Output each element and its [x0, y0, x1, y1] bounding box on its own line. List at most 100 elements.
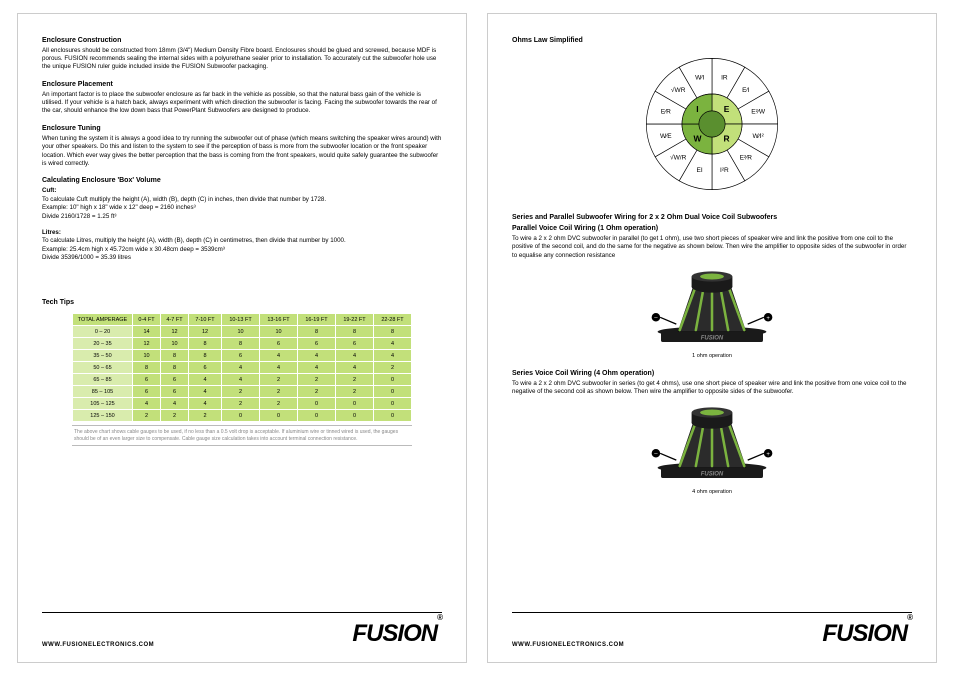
ohms-wheel: IRE⁄IE²⁄WW⁄I²E²⁄RI²REI√W/RW⁄EE⁄R√WRW⁄IER… [637, 49, 787, 199]
table-cell: 10 [260, 326, 298, 338]
table-header: 16-19 FT [298, 314, 336, 326]
table-cell: 4 [335, 362, 373, 374]
svg-text:E²⁄R: E²⁄R [740, 154, 753, 161]
table-header: 22-28 FT [373, 314, 411, 326]
table-cell: 6 [298, 338, 336, 350]
table-row: 20 – 351210886664 [73, 338, 412, 350]
caption-series: 4 ohm operation [512, 489, 912, 495]
svg-text:I: I [696, 104, 698, 114]
table-row: 0 – 201412121010888 [73, 326, 412, 338]
svg-text:+: + [766, 316, 770, 322]
section-body: All enclosures should be constructed fro… [42, 47, 442, 72]
table-cell: 10 [133, 350, 161, 362]
cuft-block: Cuft: To calculate Cuft multiply the hei… [42, 187, 442, 220]
table-cell: 8 [335, 326, 373, 338]
sections: Enclosure Construction All enclosures sho… [42, 36, 442, 169]
table-cell: 0 [298, 410, 336, 422]
subwoofer-parallel: –+FUSION [512, 268, 912, 349]
table-cell: 6 [260, 338, 298, 350]
calc-title: Calculating Enclosure 'Box' Volume [42, 176, 442, 185]
table-cell: 0 [373, 386, 411, 398]
footer-url: WWW.FUSIONELECTRONICS.COM [42, 642, 154, 648]
table-cell: 4 [298, 362, 336, 374]
svg-text:E⁄R: E⁄R [661, 108, 671, 115]
table-cell: 6 [133, 386, 161, 398]
svg-text:W⁄I²: W⁄I² [753, 133, 765, 140]
table-header: 19-22 FT [335, 314, 373, 326]
table-cell: 4 [133, 398, 161, 410]
table-cell: 4 [189, 386, 222, 398]
table-cell: 8 [133, 362, 161, 374]
table-cell: 12 [161, 326, 189, 338]
table-cell: 125 – 150 [73, 410, 133, 422]
table-cell: 2 [335, 374, 373, 386]
table-cell: 8 [189, 350, 222, 362]
table-cell: 0 [298, 398, 336, 410]
table-cell: 12 [133, 338, 161, 350]
table-cell: 2 [189, 410, 222, 422]
table-cell: 4 [189, 374, 222, 386]
table-cell: 20 – 35 [73, 338, 133, 350]
table-cell: 10 [222, 326, 260, 338]
table-cell: 105 – 125 [73, 398, 133, 410]
table-row: 35 – 50108864444 [73, 350, 412, 362]
table-cell: 0 [260, 410, 298, 422]
table-cell: 2 [335, 386, 373, 398]
table-cell: 8 [161, 350, 189, 362]
page-spread: Enclosure Construction All enclosures sho… [17, 13, 937, 663]
table-cell: 4 [373, 338, 411, 350]
svg-text:R: R [724, 133, 730, 143]
ohms-title: Ohms Law Simplified [512, 36, 912, 45]
table-cell: 8 [373, 326, 411, 338]
cuft-body: To calculate Cuft multiply the height (A… [42, 196, 326, 220]
table-cell: 8 [222, 338, 260, 350]
table-row: 105 – 12544422000 [73, 398, 412, 410]
table-cell: 2 [260, 374, 298, 386]
litres-label: Litres: [42, 229, 442, 237]
table-cell: 0 [335, 398, 373, 410]
table-note: The above chart shows cable gauges to be… [72, 425, 412, 446]
table-cell: 4 [260, 350, 298, 362]
svg-text:E: E [724, 104, 730, 114]
table-cell: 4 [161, 398, 189, 410]
table-cell: 4 [260, 362, 298, 374]
table-cell: 2 [260, 398, 298, 410]
caption-parallel: 1 ohm operation [512, 353, 912, 359]
table-cell: 6 [133, 374, 161, 386]
table-cell: 6 [161, 374, 189, 386]
table-cell: 35 – 50 [73, 350, 133, 362]
page-right: Ohms Law Simplified IRE⁄IE²⁄WW⁄I²E²⁄RI²R… [487, 13, 937, 663]
table-cell: 6 [161, 386, 189, 398]
table-cell: 2 [161, 410, 189, 422]
footer-left: WWW.FUSIONELECTRONICS.COM FUSION® [42, 612, 442, 648]
litres-block: Litres: To calculate Litres, multiply th… [42, 229, 442, 262]
table-cell: 6 [222, 350, 260, 362]
table-row: 65 – 8566442220 [73, 374, 412, 386]
table-cell: 12 [189, 326, 222, 338]
series-title: Series Voice Coil Wiring (4 Ohm operatio… [512, 369, 912, 378]
table-cell: 0 – 20 [73, 326, 133, 338]
table-cell: 6 [335, 338, 373, 350]
section-title: Enclosure Construction [42, 36, 442, 45]
parallel-body: To wire a 2 x 2 ohm DVC subwoofer in par… [512, 235, 912, 260]
table-cell: 2 [298, 386, 336, 398]
table-cell: 0 [222, 410, 260, 422]
table-row: 125 – 15022200000 [73, 410, 412, 422]
page-left: Enclosure Construction All enclosures sho… [17, 13, 467, 663]
table-header: 0-4 FT [133, 314, 161, 326]
wire-gauge-table: TOTAL AMPERAGE0-4 FT4-7 FT7-10 FT10-13 F… [72, 313, 412, 422]
table-row: 85 – 10566422220 [73, 386, 412, 398]
table-cell: 6 [189, 362, 222, 374]
svg-text:FUSION: FUSION [701, 335, 724, 341]
svg-text:I²R: I²R [720, 167, 729, 174]
svg-text:+: + [766, 452, 770, 458]
section-title: Enclosure Tuning [42, 124, 442, 133]
section-body: When tuning the system it is always a go… [42, 135, 442, 168]
table-cell: 85 – 105 [73, 386, 133, 398]
table-cell: 2 [133, 410, 161, 422]
parallel-title: Parallel Voice Coil Wiring (1 Ohm operat… [512, 224, 912, 233]
table-cell: 2 [298, 374, 336, 386]
table-cell: 10 [161, 338, 189, 350]
table-cell: 0 [373, 398, 411, 410]
table-cell: 2 [373, 362, 411, 374]
